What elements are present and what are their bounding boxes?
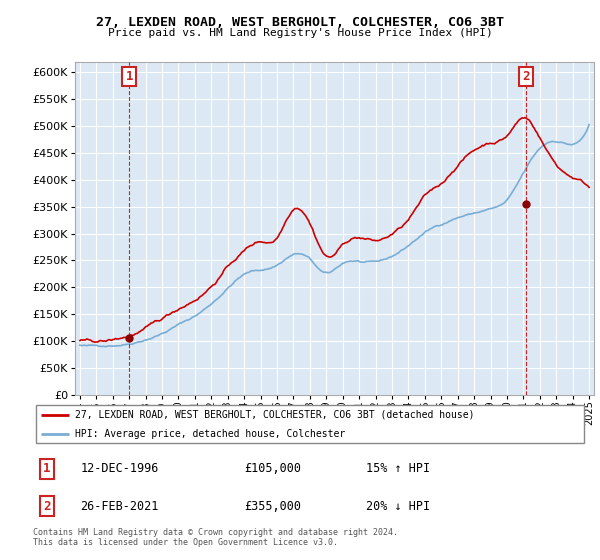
Text: 1: 1 (125, 70, 133, 83)
FancyBboxPatch shape (36, 405, 584, 443)
Text: 27, LEXDEN ROAD, WEST BERGHOLT, COLCHESTER, CO6 3BT (detached house): 27, LEXDEN ROAD, WEST BERGHOLT, COLCHEST… (74, 409, 474, 419)
Text: 15% ↑ HPI: 15% ↑ HPI (366, 463, 430, 475)
Text: HPI: Average price, detached house, Colchester: HPI: Average price, detached house, Colc… (74, 429, 345, 439)
Text: 27, LEXDEN ROAD, WEST BERGHOLT, COLCHESTER, CO6 3BT: 27, LEXDEN ROAD, WEST BERGHOLT, COLCHEST… (96, 16, 504, 29)
Text: 20% ↓ HPI: 20% ↓ HPI (366, 500, 430, 512)
Text: Price paid vs. HM Land Registry's House Price Index (HPI): Price paid vs. HM Land Registry's House … (107, 28, 493, 38)
Text: 2: 2 (523, 70, 530, 83)
Text: 26-FEB-2021: 26-FEB-2021 (80, 500, 158, 512)
Text: 2: 2 (43, 500, 50, 512)
Text: 1: 1 (43, 463, 50, 475)
Text: £105,000: £105,000 (244, 463, 301, 475)
Text: Contains HM Land Registry data © Crown copyright and database right 2024.
This d: Contains HM Land Registry data © Crown c… (33, 528, 398, 547)
Text: £355,000: £355,000 (244, 500, 301, 512)
Text: 12-DEC-1996: 12-DEC-1996 (80, 463, 158, 475)
